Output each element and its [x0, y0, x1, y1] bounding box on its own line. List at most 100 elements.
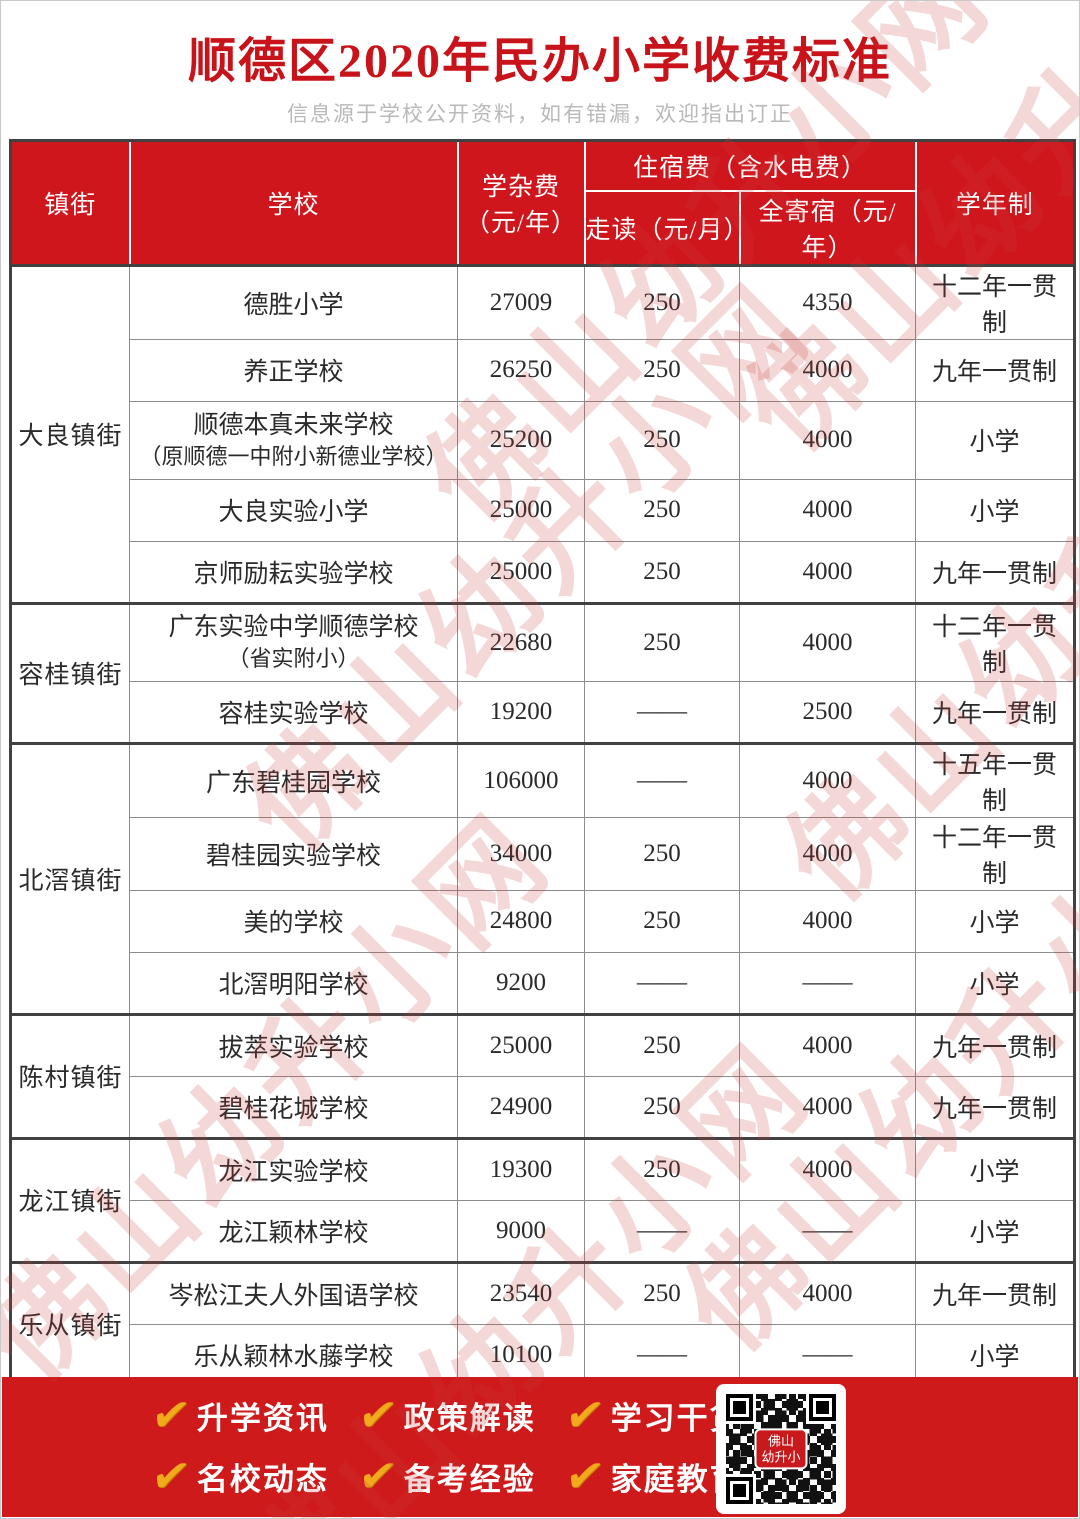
tuition-cell: 24900 — [457, 1075, 585, 1139]
checkmark-icon: ✔ — [147, 1389, 194, 1441]
system-cell: 十二年一贯制 — [915, 263, 1076, 340]
day-fee-cell: —— — [584, 1199, 740, 1263]
town-cell: 乐从镇街 — [10, 1260, 130, 1387]
col-header-town: 镇街 — [9, 139, 131, 266]
table-row: 北滘镇街 广东碧桂园学校 106000 —— 4000 十五年一贯制 — [10, 741, 1076, 1015]
day-fee-cell: 250 — [584, 889, 740, 953]
qr-center-badge: 佛山 幼升小 — [754, 1428, 808, 1470]
school-cell: 容桂实验学校 — [129, 680, 458, 744]
town-cell: 北滘镇街 — [10, 741, 130, 1015]
footer-topic-label: 名校动态 — [196, 1462, 329, 1497]
table-row: 顺德本真未来学校 （原顺德一中附小新德业学校） 25200 250 4000 小学 — [11, 400, 1076, 480]
system-cell: 九年一贯制 — [915, 1012, 1076, 1077]
fees-table: 镇街 学校 学杂费 （元/年） 住宿费（含水电费） 学年制 走读（元/月） 全寄… — [9, 139, 1077, 1450]
table-row: 龙江颖林学校 9000 —— —— 小学 — [11, 1199, 1076, 1263]
school-cell: 龙江实验学校 — [129, 1136, 458, 1201]
col-header-system: 学年制 — [914, 139, 1076, 266]
tuition-cell: 23540 — [457, 1260, 585, 1325]
tuition-cell: 19200 — [457, 680, 585, 744]
table-row: 容桂镇街 广东实验中学顺德学校 （省实附小） 22680 250 4000 十二年一贯制 — [10, 601, 1076, 744]
footer-topic-label: 备考经验 — [403, 1462, 536, 1497]
school-cell: 德胜小学 — [129, 263, 458, 340]
system-cell: 九年一贯制 — [915, 1075, 1076, 1139]
table-row: 碧桂园实验学校 34000 250 4000 十二年一贯制 — [11, 816, 1076, 891]
tuition-cell: 26250 — [457, 338, 585, 402]
school-cell: 广东碧桂园学校 — [129, 741, 458, 818]
checkmark-icon: ✔ — [354, 1389, 401, 1441]
day-fee-cell: —— — [584, 741, 740, 818]
day-fee-cell: —— — [584, 951, 740, 1015]
school-cell: 顺德本真未来学校 （原顺德一中附小新德业学校） — [129, 400, 458, 480]
checkmark-icon: ✔ — [147, 1450, 194, 1502]
town-cell: 陈村镇街 — [10, 1012, 130, 1139]
tuition-cell: 9000 — [457, 1199, 585, 1263]
tuition-cell: 22680 — [457, 601, 585, 682]
fees-table-header: 镇街 学校 学杂费 （元/年） 住宿费（含水电费） 学年制 走读（元/月） 全寄… — [9, 139, 1076, 266]
school-cell: 广东实验中学顺德学校 （省实附小） — [129, 601, 458, 682]
school-cell: 乐从颖林水藤学校 — [129, 1323, 458, 1387]
day-fee-cell: 250 — [584, 1075, 740, 1139]
fees-table-body: 大良镇街 德胜小学 27009 250 4350 十二年一贯制 养正学校 26250 250 40… — [10, 263, 1076, 1449]
footer-topic-item: ✔ 备考经验 — [354, 1451, 536, 1502]
boarding-fee-cell: 4000 — [738, 601, 917, 682]
boarding-fee-cell: 4000 — [738, 816, 917, 891]
day-fee-cell: 250 — [584, 601, 740, 682]
table-row: 美的学校 24800 250 4000 小学 — [11, 889, 1076, 953]
footer-topic-label: 政策解读 — [403, 1401, 536, 1436]
table-row: 碧桂花城学校 24900 250 4000 九年一贯制 — [11, 1075, 1076, 1139]
system-cell: 小学 — [915, 951, 1076, 1015]
col-header-tuition-line1: 学杂费 — [481, 173, 560, 201]
tuition-cell: 25000 — [457, 1012, 585, 1077]
system-cell: 小学 — [915, 1136, 1076, 1201]
col-header-tuition: 学杂费 （元/年） — [456, 139, 586, 266]
system-cell: 十二年一贯制 — [915, 601, 1076, 682]
table-row: 北滘明阳学校 9200 —— —— 小学 — [11, 951, 1076, 1015]
system-cell: 小学 — [915, 478, 1076, 542]
table-row: 京师励耘实验学校 25000 250 4000 九年一贯制 — [11, 540, 1076, 604]
tuition-cell: 27009 — [457, 263, 585, 340]
boarding-fee-cell: 4000 — [738, 1075, 917, 1139]
school-cell: 养正学校 — [129, 338, 458, 402]
system-cell: 小学 — [915, 400, 1076, 480]
school-name-line2: （省实附小） — [227, 646, 360, 672]
town-cell: 容桂镇街 — [10, 601, 130, 744]
school-cell: 拔萃实验学校 — [129, 1012, 458, 1077]
footer-topic-item: ✔ 政策解读 — [354, 1390, 536, 1441]
qr-badge-line2: 幼升小 — [761, 1449, 801, 1464]
col-header-school: 学校 — [128, 139, 459, 266]
system-cell: 小学 — [915, 1199, 1076, 1263]
col-header-full-boarding-fee: 全寄宿（元/年） — [738, 189, 917, 266]
boarding-fee-cell: 4000 — [738, 400, 917, 480]
system-cell: 九年一贯制 — [915, 1260, 1076, 1325]
school-cell: 碧桂花城学校 — [129, 1075, 458, 1139]
boarding-fee-cell: —— — [738, 951, 917, 1015]
table-row: 容桂实验学校 19200 —— 2500 九年一贯制 — [11, 680, 1076, 744]
col-header-day-fee: 走读（元/月） — [583, 189, 748, 266]
day-fee-cell: 250 — [584, 540, 740, 604]
system-cell: 九年一贯制 — [915, 338, 1076, 402]
table-row: 大良镇街 德胜小学 27009 250 4350 十二年一贯制 — [10, 263, 1076, 604]
table-row: 陈村镇街 拔萃实验学校 25000 250 4000 九年一贯制 — [10, 1012, 1076, 1139]
tuition-cell: 9200 — [457, 951, 585, 1015]
checkmark-icon: ✔ — [561, 1450, 608, 1502]
day-fee-cell: 250 — [584, 1260, 740, 1325]
system-cell: 九年一贯制 — [915, 540, 1076, 604]
system-cell: 小学 — [915, 889, 1076, 953]
day-fee-cell: 250 — [584, 400, 740, 480]
day-fee-cell: 250 — [584, 816, 740, 891]
town-cell: 龙江镇街 — [10, 1136, 130, 1263]
boarding-fee-cell: 4350 — [738, 263, 917, 340]
boarding-fee-cell: 4000 — [738, 889, 917, 953]
tuition-cell: 25200 — [457, 400, 585, 480]
footer-topic-item: ✔ 名校动态 — [148, 1451, 329, 1502]
day-fee-cell: —— — [584, 1323, 740, 1387]
table-row: 乐从镇街 岑松江夫人外国语学校 23540 250 4000 九年一贯制 — [10, 1260, 1076, 1387]
boarding-fee-cell: 4000 — [738, 338, 917, 402]
day-fee-cell: 250 — [584, 263, 740, 340]
qr-badge-line1: 佛山 — [767, 1433, 795, 1449]
col-header-boarding-group: 住宿费（含水电费） — [583, 139, 917, 192]
tuition-cell: 34000 — [457, 816, 585, 891]
boarding-fee-cell: 4000 — [738, 540, 917, 604]
boarding-fee-cell: 4000 — [738, 741, 917, 818]
